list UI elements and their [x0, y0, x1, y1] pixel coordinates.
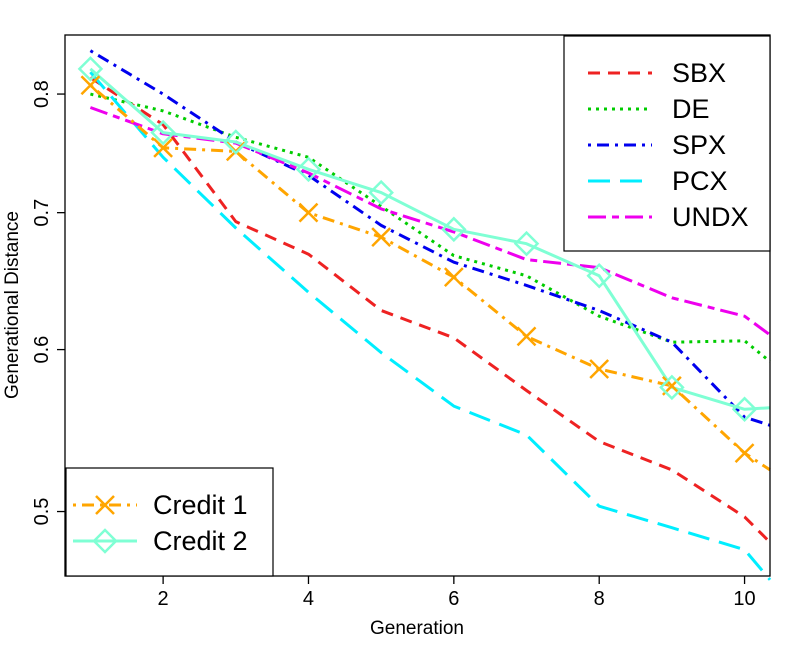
series-line-credit-2: [89, 67, 771, 411]
y-tick-label: 0.7: [31, 199, 53, 227]
legend-label-undx: UNDX: [672, 202, 749, 232]
y-tick-label: 0.6: [31, 336, 53, 364]
data-point-credit-1: [516, 326, 537, 347]
data-point-credit-2: [513, 230, 540, 257]
series-line-spx: [89, 49, 771, 427]
plot-frame: [64, 34, 771, 577]
x-tick-label: 6: [448, 588, 459, 610]
data-point-credit-2: [150, 119, 176, 146]
data-point-credit-2: [295, 156, 322, 183]
legend-label-credit-2: Credit 2: [153, 526, 248, 556]
legend-marker-credit-1: [95, 495, 115, 515]
data-point-credit-2: [441, 216, 467, 243]
data-point-credit-1: [443, 267, 464, 288]
legend-operators: SBX DE SPX PCX UNDX: [563, 35, 771, 252]
data-point-credit-1: [371, 227, 392, 247]
x-tick-label: 4: [303, 588, 314, 610]
data-point-credit-1: [589, 359, 610, 379]
data-point-credit-2: [659, 374, 685, 401]
series-line-pcx: [89, 71, 772, 581]
x-axis: 2 4 6 8 10: [158, 576, 756, 610]
data-point-credit-1: [80, 75, 101, 96]
legend-label-sbx: SBX: [672, 58, 726, 88]
data-point-credit-2: [368, 179, 394, 206]
legend-label-de: DE: [672, 94, 710, 124]
y-tick-label: 0.8: [31, 80, 53, 108]
data-point-credit-2: [77, 56, 104, 82]
series-markers: [77, 56, 758, 463]
data-point-credit-1: [153, 137, 174, 158]
data-point-credit-1: [298, 202, 319, 223]
legend-label-credit-1: Credit 1: [153, 490, 248, 520]
data-point-credit-2: [223, 129, 249, 155]
data-point-credit-2: [731, 396, 758, 423]
y-tick-label: 0.5: [31, 498, 53, 526]
legend-label-pcx: PCX: [672, 166, 728, 196]
legend-credits: Credit 1 Credit 2: [65, 467, 274, 577]
legend-label-spx: SPX: [672, 130, 726, 160]
series-line-de: [90, 92, 771, 363]
x-axis-label: Generation: [370, 618, 464, 639]
x-tick-label: 10: [733, 588, 755, 610]
x-tick-label: 8: [594, 588, 605, 610]
data-point-credit-2: [586, 262, 612, 289]
y-axis: 0.5 0.6 0.7 0.8: [31, 80, 65, 525]
series-line-sbx: [89, 76, 772, 544]
legend-marker-credit-2: [92, 528, 118, 554]
y-axis-label: Generational Distance: [2, 211, 23, 399]
data-point-credit-1: [734, 443, 755, 463]
x-tick-label: 2: [158, 588, 169, 610]
legend-box: [65, 467, 274, 577]
